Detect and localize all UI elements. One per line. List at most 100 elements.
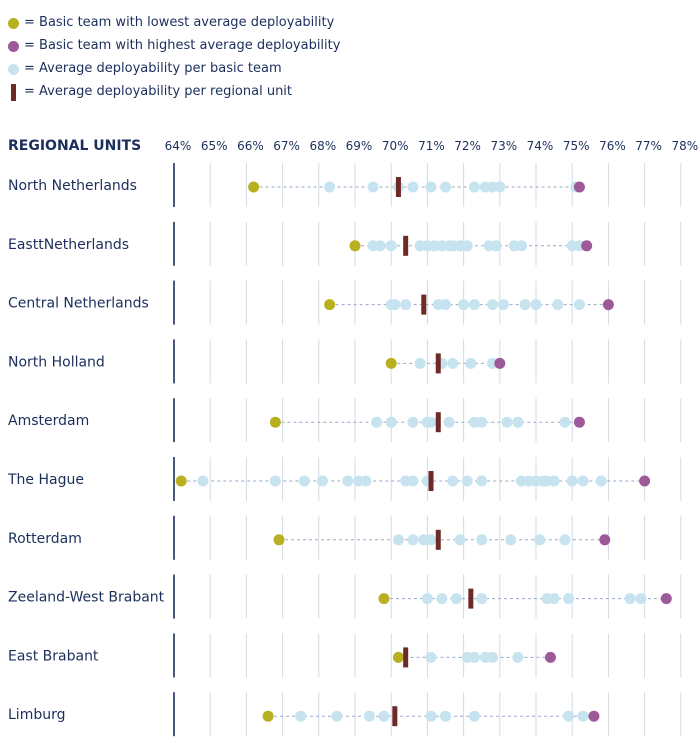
team-point: [425, 651, 437, 663]
lowest-team-point: [248, 181, 260, 193]
team-point: [295, 710, 307, 722]
team-point: [407, 475, 419, 487]
team-point: [298, 475, 310, 487]
team-point: [468, 299, 480, 311]
x-tick-label: 65%: [201, 139, 228, 153]
team-point: [407, 416, 419, 428]
regional-average-bar: [468, 588, 474, 609]
regional-average-bar: [435, 353, 441, 374]
team-point: [468, 651, 480, 663]
lowest-team-point: [392, 651, 404, 663]
team-point: [548, 593, 560, 605]
team-point: [425, 181, 437, 193]
team-point: [519, 299, 531, 311]
team-point: [476, 534, 488, 546]
team-point: [548, 475, 560, 487]
team-point: [400, 299, 412, 311]
x-tick-label: 66%: [237, 139, 264, 153]
team-point: [342, 475, 354, 487]
team-point: [367, 181, 379, 193]
row-1: EasttNetherlands: [8, 221, 682, 266]
legend-item-2: = Average deployability per basic team: [8, 60, 282, 78]
regional-average-bar: [435, 412, 441, 433]
row-2: Central Netherlands: [8, 280, 682, 325]
lowest-team-point: [378, 593, 390, 605]
lowest-team-point: [385, 357, 397, 369]
row-label: EasttNetherlands: [8, 237, 129, 253]
x-tick-label: 74%: [527, 139, 554, 153]
team-point: [440, 299, 451, 311]
team-point: [421, 593, 433, 605]
highest-team-point: [573, 181, 585, 193]
legend-circle-marker: [8, 63, 19, 75]
lowest-team-point: [175, 475, 187, 487]
x-tick-label: 69%: [346, 139, 373, 153]
highest-team-point: [573, 416, 585, 428]
lowest-team-point: [262, 710, 274, 722]
team-point: [566, 475, 578, 487]
x-tick-labels: 64% 65% 66% 67% 68% 69% 70% 71% 72% 73% 74% 75% 76% 7…: [165, 139, 698, 153]
team-point: [577, 475, 589, 487]
team-point: [363, 710, 375, 722]
row-7: Zeeland-West Brabant: [8, 574, 682, 619]
legend-item-3: = Average deployability per regional uni…: [8, 83, 292, 101]
legend-label: = Basic team with lowest average deploya…: [24, 15, 335, 30]
x-tick-label: 76%: [599, 139, 626, 153]
team-point: [407, 181, 419, 193]
team-point: [573, 299, 585, 311]
team-point: [269, 475, 281, 487]
legend-circle-marker: [8, 17, 19, 29]
x-tick-label: 68%: [309, 139, 336, 153]
team-point: [595, 475, 607, 487]
lowest-team-point: [349, 240, 361, 252]
team-point: [197, 475, 209, 487]
team-point: [443, 416, 455, 428]
team-point: [497, 299, 509, 311]
team-point: [461, 475, 473, 487]
highest-team-point: [544, 651, 556, 663]
team-point: [450, 593, 462, 605]
row-4: Amsterdam: [8, 398, 682, 443]
team-point: [505, 534, 517, 546]
legend-circle-marker: [8, 40, 19, 52]
x-tick-label: 70%: [382, 139, 409, 153]
row-3: North Holland: [8, 339, 682, 384]
legend-item-1: = Basic team with highest average deploy…: [8, 37, 340, 55]
highest-team-point: [494, 357, 506, 369]
team-point: [407, 534, 419, 546]
team-point: [425, 534, 437, 546]
team-point: [563, 710, 575, 722]
lowest-team-point: [324, 299, 336, 311]
team-point: [577, 710, 589, 722]
team-point: [371, 416, 383, 428]
team-point: [461, 240, 473, 252]
legend-label: = Average deployability per basic team: [24, 61, 282, 76]
regional-average-bar: [395, 177, 401, 197]
team-point: [501, 416, 513, 428]
x-tick-label: 78%: [671, 139, 698, 153]
highest-team-point: [639, 475, 651, 487]
row-label: Zeeland-West Brabant: [8, 590, 165, 606]
team-point: [468, 710, 480, 722]
axis-title: REGIONAL UNITS: [8, 138, 141, 154]
row-0: North Netherlands: [8, 163, 682, 207]
team-point: [512, 651, 524, 663]
x-tick-label: 72%: [454, 139, 481, 153]
legend-label: = Average deployability per regional uni…: [24, 84, 293, 99]
x-tick-label: 75%: [563, 139, 590, 153]
highest-team-point: [660, 593, 672, 605]
team-point: [530, 299, 542, 311]
x-tick-label: 71%: [418, 139, 445, 153]
team-point: [385, 416, 397, 428]
team-point: [374, 240, 386, 252]
team-point: [458, 299, 470, 311]
highest-team-point: [602, 299, 614, 311]
team-point: [392, 534, 404, 546]
row-label: East Brabant: [8, 648, 99, 664]
row-label: Central Netherlands: [8, 296, 149, 312]
team-point: [563, 593, 575, 605]
regional-average-bar: [435, 529, 441, 550]
legend-item-0: = Basic team with lowest average deploya…: [8, 14, 334, 32]
regional-average-bar: [421, 294, 427, 315]
